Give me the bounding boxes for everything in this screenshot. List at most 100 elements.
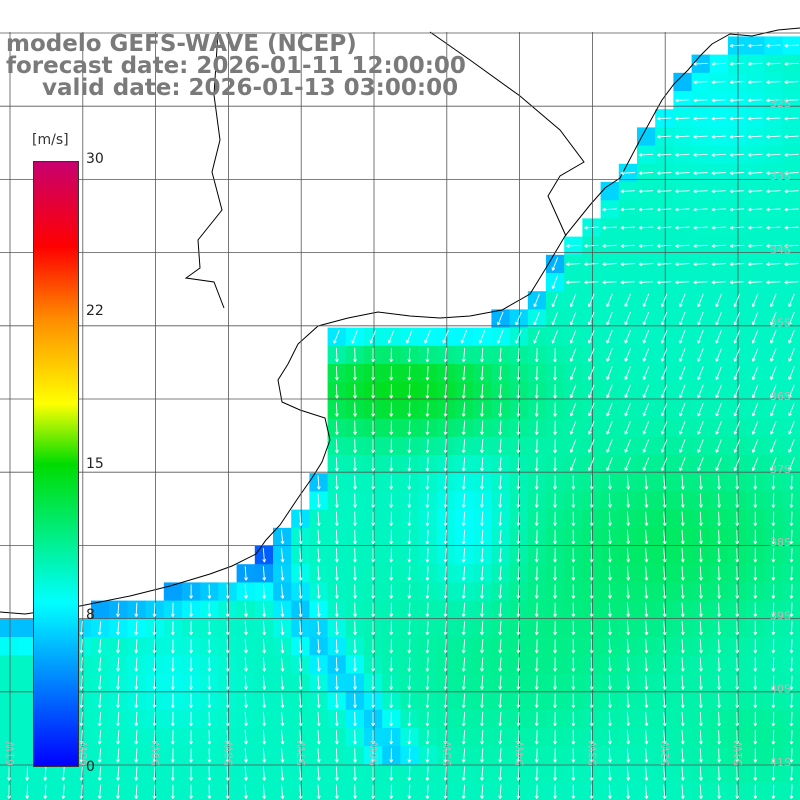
wind-arrow	[389, 748, 394, 763]
wind-arrow	[316, 730, 321, 745]
wind-arrow	[498, 639, 503, 654]
wind-arrow	[735, 784, 740, 799]
colorbar-tick: 8	[86, 607, 95, 623]
wind-arrow	[498, 457, 503, 472]
wind-arrow	[389, 730, 394, 745]
wind-arrow	[788, 457, 795, 471]
wind-arrow	[642, 348, 650, 362]
wind-arrow	[443, 384, 448, 399]
wind-arrow	[225, 584, 230, 599]
wind-arrow	[461, 493, 466, 508]
wind-arrow	[735, 529, 740, 545]
wind-arrow	[189, 784, 193, 799]
wind-arrow	[680, 602, 685, 617]
wind-arrow	[693, 62, 708, 66]
wind-arrow	[443, 420, 448, 435]
wind-arrow	[753, 711, 758, 727]
wind-arrow	[766, 262, 781, 267]
wind-arrow	[389, 584, 394, 599]
wind-arrow	[389, 493, 394, 508]
wind-arrow	[460, 330, 468, 344]
wind-arrow	[298, 730, 303, 745]
wind-arrow	[789, 602, 794, 617]
wind-arrow	[693, 225, 708, 230]
wind-arrow	[498, 366, 503, 381]
wind-arrow	[784, 153, 799, 157]
wind-arrow	[280, 620, 285, 636]
wind-arrow	[680, 784, 685, 799]
wind-arrow	[371, 384, 376, 399]
wind-arrow	[735, 511, 740, 526]
wind-arrow	[353, 657, 357, 672]
wind-arrow	[711, 153, 726, 157]
wind-arrow	[789, 511, 794, 526]
wind-arrow	[371, 657, 376, 672]
wind-arrow	[280, 711, 285, 727]
wind-arrow	[170, 657, 175, 672]
wind-arrow	[207, 766, 212, 781]
wind-arrow	[170, 602, 175, 617]
wind-arrow	[461, 766, 466, 781]
wind-arrow	[699, 566, 703, 581]
wind-arrow	[699, 730, 703, 745]
wind-arrow	[407, 748, 412, 763]
wind-arrow	[588, 330, 595, 344]
wind-arrow	[479, 711, 484, 727]
wind-arrow	[225, 657, 230, 672]
wind-arrow	[335, 657, 339, 672]
wind-arrow	[280, 639, 285, 654]
wind-arrow	[61, 784, 66, 799]
wind-arrow	[675, 98, 690, 103]
wind-arrow	[225, 784, 230, 799]
wind-arrow	[280, 730, 285, 745]
wind-arrow	[371, 566, 376, 581]
wind-arrow	[771, 639, 776, 654]
wind-arrow	[207, 693, 212, 708]
wind-arrow	[784, 80, 799, 85]
wind-arrow	[353, 420, 357, 435]
wind-arrow	[675, 171, 690, 176]
wind-arrow	[748, 225, 763, 230]
wind-arrow	[624, 330, 631, 344]
wind-arrow	[498, 511, 503, 526]
wind-arrow	[771, 730, 776, 745]
wind-arrow	[766, 80, 781, 85]
wind-arrow	[662, 657, 667, 672]
wind-arrow	[606, 311, 613, 326]
wind-arrow	[699, 711, 703, 727]
wind-arrow	[225, 748, 230, 763]
wind-arrow	[644, 529, 649, 545]
wind-arrow	[733, 384, 741, 399]
wind-arrow	[770, 421, 777, 435]
wind-arrow	[589, 766, 594, 781]
wind-arrow	[425, 584, 430, 599]
wind-arrow	[280, 784, 285, 799]
wind-arrow	[748, 116, 763, 121]
wind-arrow	[733, 457, 741, 471]
wind-arrow	[589, 711, 594, 727]
wind-arrow	[753, 784, 758, 799]
wind-arrow	[717, 584, 722, 599]
wind-arrow	[516, 420, 521, 435]
wind-arrow	[244, 584, 248, 599]
wind-arrow	[516, 402, 521, 417]
wind-arrow	[262, 602, 267, 617]
wind-arrow	[498, 675, 503, 690]
wind-arrow	[79, 748, 84, 763]
wind-arrow	[407, 657, 412, 672]
wind-arrow	[515, 311, 522, 326]
wind-arrow	[662, 730, 667, 745]
wind-arrow	[717, 748, 722, 763]
wind-arrow	[626, 620, 631, 636]
wind-arrow	[588, 384, 595, 399]
wind-arrow	[262, 766, 267, 781]
wind-arrow	[553, 548, 557, 563]
wind-arrow	[751, 293, 759, 308]
wind-arrow	[711, 244, 726, 248]
wind-arrow	[534, 766, 539, 781]
wind-arrow	[644, 748, 649, 763]
wind-arrow	[662, 711, 667, 727]
wind-arrow	[479, 402, 484, 417]
wind-arrow	[789, 620, 794, 636]
wind-speed-cell	[0, 637, 19, 656]
